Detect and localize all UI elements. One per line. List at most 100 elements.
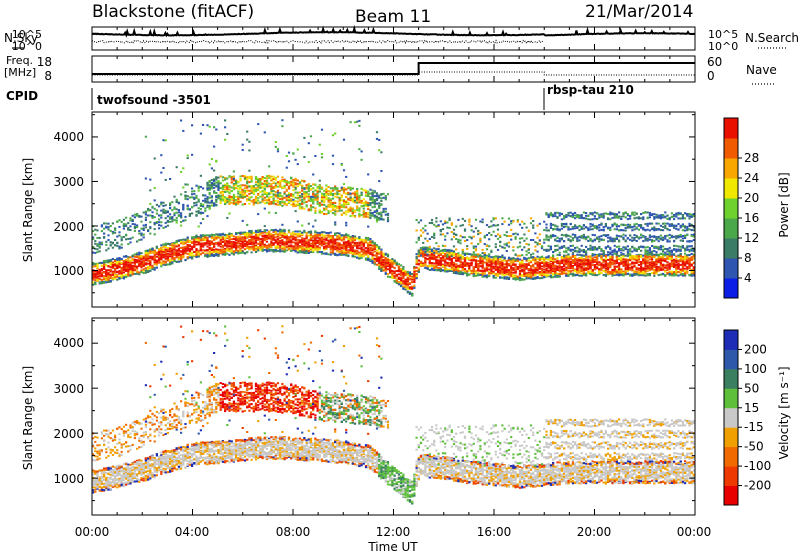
power-cell <box>439 220 442 223</box>
power-cell <box>169 207 172 209</box>
power-cell <box>98 277 101 280</box>
power-cell <box>279 184 282 186</box>
power-cell <box>171 262 174 265</box>
power-cell <box>140 215 143 218</box>
power-cell <box>320 241 324 244</box>
power-cell <box>151 215 154 217</box>
power-cell <box>378 149 381 152</box>
power-cell <box>160 224 163 227</box>
power-cell <box>279 239 282 242</box>
power-cell <box>241 191 244 194</box>
power-cell <box>340 186 343 189</box>
power-cell <box>160 250 163 253</box>
power-cell <box>380 193 383 196</box>
power-cell <box>158 257 161 260</box>
power-cell <box>230 233 233 235</box>
power-cell <box>435 256 438 259</box>
power-cell <box>114 227 117 230</box>
power-cell <box>228 242 231 245</box>
power-cell <box>301 246 304 249</box>
power-cell <box>479 265 482 268</box>
power-cell <box>235 242 238 245</box>
power-cell <box>274 250 277 253</box>
power-cell <box>105 264 108 267</box>
power-cell <box>164 242 167 245</box>
power-cell <box>426 232 429 235</box>
power-cell <box>175 221 178 224</box>
power-cell <box>197 210 200 213</box>
power-cell <box>197 212 200 214</box>
power-cell <box>241 244 244 247</box>
power-cell <box>375 215 379 218</box>
power-cell <box>213 250 216 253</box>
power-cell <box>265 245 269 248</box>
power-cell <box>325 184 328 187</box>
power-cell <box>305 184 308 187</box>
power-cell <box>138 261 141 264</box>
power-cell <box>237 180 240 183</box>
power-cell <box>345 202 348 205</box>
power-cell <box>351 187 354 190</box>
power-cell <box>419 261 423 264</box>
power-cell <box>342 238 346 241</box>
power-cell <box>158 221 161 224</box>
power-cell <box>316 247 319 250</box>
power-cell <box>325 242 328 245</box>
power-cell <box>118 276 121 279</box>
power-cell <box>224 250 227 253</box>
power-cell <box>239 231 242 234</box>
power-cell <box>314 189 317 192</box>
power-cell <box>378 202 381 205</box>
power-cell <box>433 262 436 265</box>
power-cell <box>305 251 308 254</box>
power-cell <box>226 196 229 199</box>
power-cell <box>298 233 302 236</box>
power-cell <box>318 190 321 193</box>
power-cell <box>459 239 462 242</box>
power-cell <box>228 240 231 243</box>
power-cell <box>149 221 152 224</box>
power-cell <box>283 241 286 244</box>
power-cell <box>221 184 224 187</box>
power-cell <box>219 233 222 236</box>
power-cell <box>173 258 176 261</box>
power-cell <box>118 272 121 275</box>
power-cell <box>175 249 178 252</box>
power-cell <box>254 181 258 184</box>
power-cell <box>254 236 258 239</box>
power-cell <box>303 231 306 234</box>
power-cell <box>417 259 420 262</box>
power-cell <box>419 254 423 257</box>
power-cell <box>415 253 418 256</box>
power-cell <box>358 253 361 256</box>
power-cell <box>340 213 343 216</box>
power-cell <box>428 245 431 248</box>
power-cell <box>182 206 185 209</box>
power-cell <box>437 250 440 253</box>
power-cell <box>428 254 431 257</box>
power-cell <box>180 221 183 223</box>
power-cell <box>186 247 189 250</box>
power-cell <box>301 195 304 198</box>
power-cell <box>180 193 183 196</box>
power-cell <box>221 186 224 189</box>
power-cell <box>309 244 313 247</box>
power-cell <box>147 265 150 268</box>
power-cell <box>232 245 235 248</box>
power-cell <box>180 260 183 263</box>
power-cell <box>303 251 306 253</box>
power-cell <box>224 203 227 206</box>
power-cell <box>375 249 379 252</box>
nave-tick-top: 60 <box>707 55 722 69</box>
power-cell <box>342 251 346 254</box>
power-cell <box>228 175 231 178</box>
power-cell <box>298 251 302 254</box>
power-cell <box>215 242 218 244</box>
power-cell <box>164 245 167 248</box>
power-cell <box>243 233 247 236</box>
power-cell <box>127 228 130 231</box>
power-cell <box>109 262 112 265</box>
power-cell <box>360 150 363 153</box>
power-cell <box>329 231 332 234</box>
power-cell <box>477 229 480 232</box>
